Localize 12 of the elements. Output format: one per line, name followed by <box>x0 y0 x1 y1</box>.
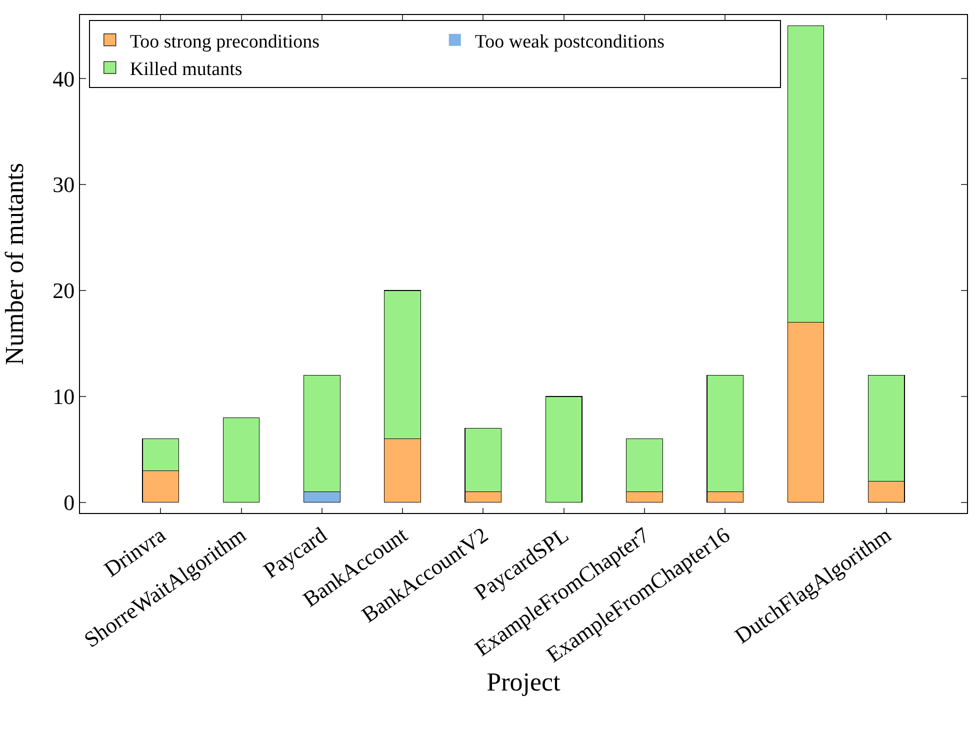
legend-label: Killed mutants <box>130 58 242 80</box>
y-tick-label: 40 <box>52 66 75 92</box>
legend-label: Too weak postconditions <box>474 31 665 52</box>
legend-label: Too strong preconditions <box>130 31 320 52</box>
x-axis-title: Project <box>486 667 562 696</box>
bar <box>545 396 582 503</box>
y-tick-label: 30 <box>52 172 75 198</box>
bar <box>222 417 260 503</box>
y-axis-title: Number of mutants <box>0 162 29 366</box>
y-tick-label: 0 <box>64 490 75 516</box>
y-tick-label: 10 <box>52 384 75 410</box>
y-tick-label: 20 <box>52 278 75 304</box>
